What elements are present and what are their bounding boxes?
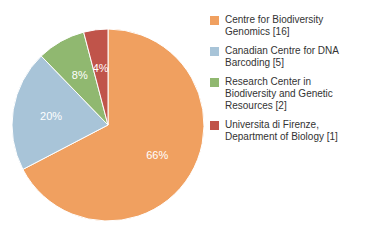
svg-text:66%: 66% — [146, 149, 168, 161]
html-text:Research Center in Biodiversit: Research Center in Biodiversity and Gene… — [225, 76, 333, 111]
svg-text:8%: 8% — [72, 69, 88, 81]
html-text:Universita di Firenze, Departm: Universita di Firenze, Department of Bio… — [225, 119, 338, 142]
html-text:Centre for Biodiversity Genomi: Centre for Biodiversity Genomics [16] — [225, 14, 324, 37]
svg-text:20%: 20% — [40, 110, 62, 122]
svg-text:4%: 4% — [93, 62, 109, 74]
html-text:Canadian Centre for DNA Barcod: Canadian Centre for DNA Barcoding [5] — [225, 45, 339, 68]
